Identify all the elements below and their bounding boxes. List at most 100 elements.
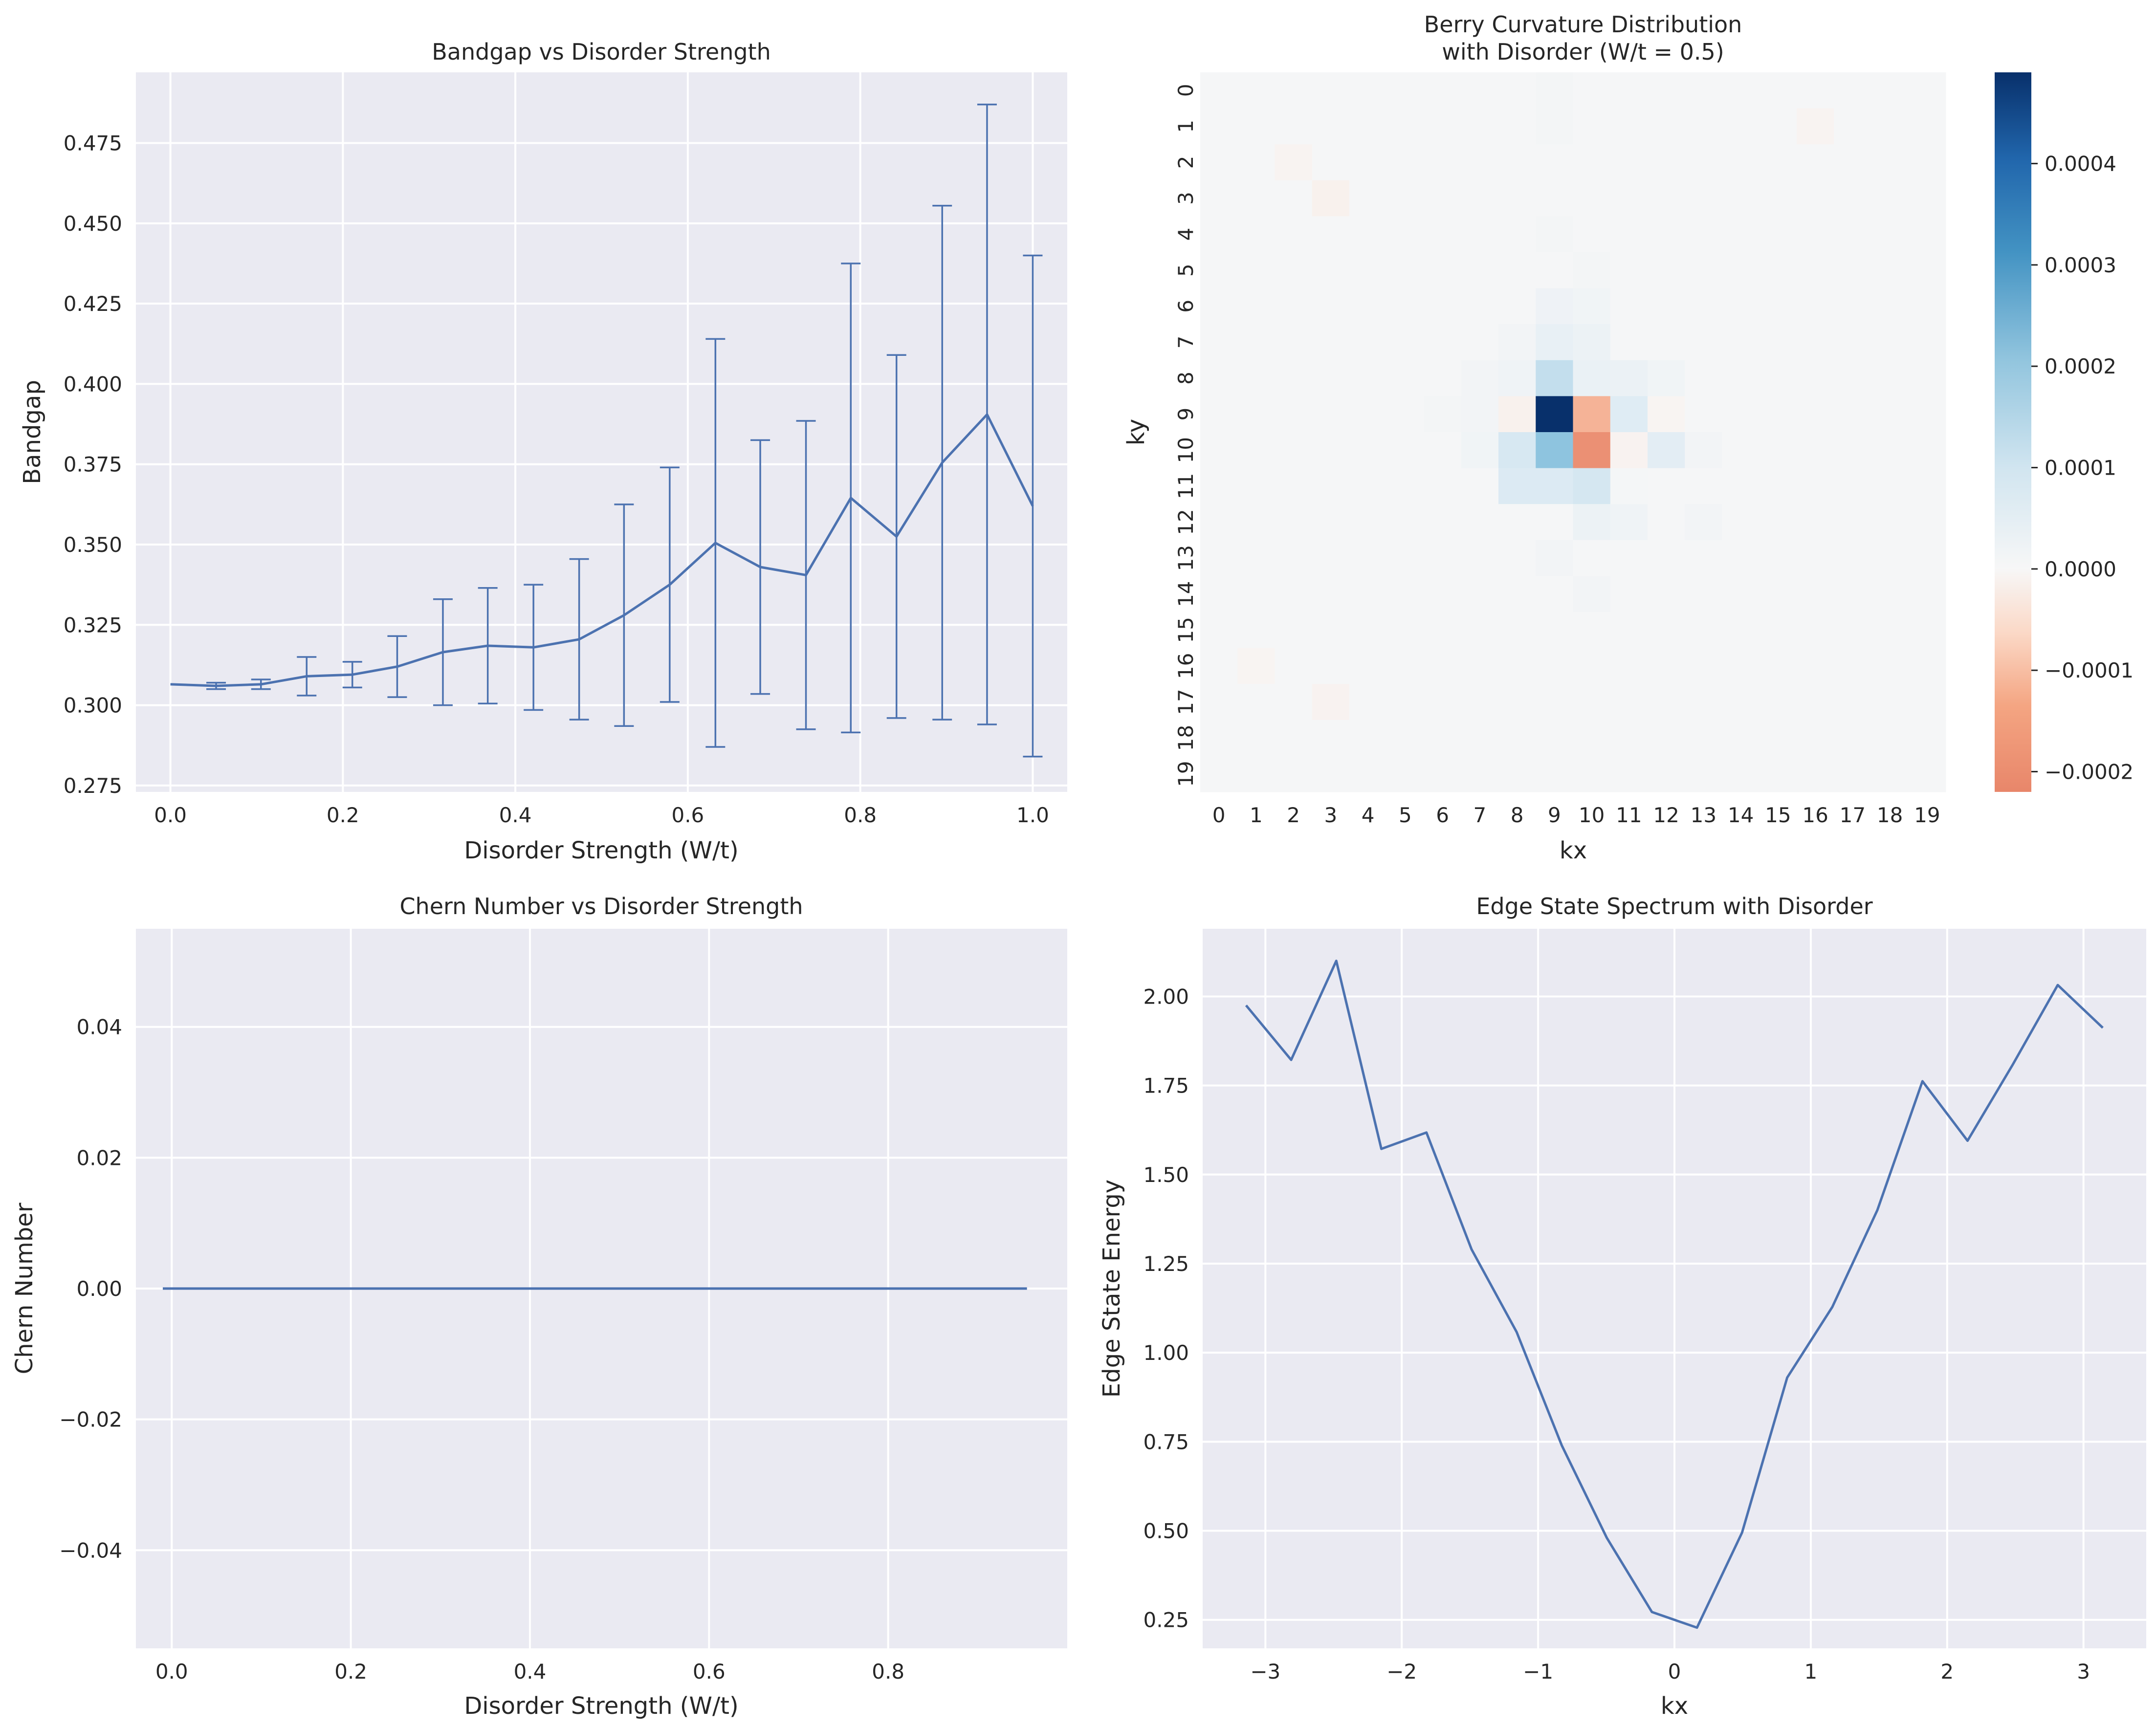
berry-heatmap-cell <box>1610 144 1648 181</box>
berry-heatmap-cell <box>1722 684 1760 721</box>
berry-heatmap-cell <box>1834 324 1872 361</box>
berry-heatmap-cell <box>1648 324 1685 361</box>
berry-heatmap-cell <box>1685 648 1723 684</box>
berry-heatmap-cell <box>1871 468 1909 504</box>
berry-heatmap-cell <box>1237 540 1276 576</box>
berry-heatmap-cell <box>1536 432 1574 469</box>
berry-heatmap-cell <box>1237 756 1276 792</box>
chern-y-tick-label: −0.02 <box>59 1408 122 1432</box>
berry-heatmap-cell <box>1312 396 1350 433</box>
berry-heatmap-cell <box>1386 72 1425 109</box>
berry-heatmap-cell <box>1573 720 1611 756</box>
berry-panel: 0 1 2 3 4 5 6 7 8 9 10 11 12 13 14 15 16 17 18 190123456789… <box>1122 11 2134 864</box>
berry-y-tick-label: 14 <box>1174 581 1198 607</box>
berry-heatmap-cell <box>1871 432 1909 469</box>
berry-heatmap-cell <box>1722 432 1760 469</box>
berry-x-tick-label: 15 <box>1765 803 1791 827</box>
berry-heatmap-cell <box>1759 396 1797 433</box>
berry-heatmap-cell <box>1834 540 1872 576</box>
berry-heatmap-cell <box>1237 324 1276 361</box>
berry-heatmap-cell <box>1237 504 1276 541</box>
berry-heatmap-cell <box>1685 684 1723 721</box>
berry-heatmap-cell <box>1536 180 1574 217</box>
berry-heatmap-cell <box>1610 72 1648 109</box>
berry-heatmap-cell <box>1573 540 1611 576</box>
berry-heatmap-cell <box>1685 468 1723 504</box>
berry-heatmap-cell <box>1573 612 1611 649</box>
berry-heatmap-cell <box>1648 288 1685 325</box>
berry-heatmap-cell <box>1573 180 1611 217</box>
berry-heatmap-cell <box>1461 468 1499 504</box>
berry-heatmap-cell <box>1797 252 1834 289</box>
berry-heatmap-cell <box>1386 756 1425 792</box>
berry-heatmap-cell <box>1386 432 1425 469</box>
berry-heatmap-cell <box>1573 684 1611 721</box>
berry-heatmap-cell <box>1610 756 1648 792</box>
berry-heatmap-cell <box>1386 540 1425 576</box>
berry-heatmap-cell <box>1759 252 1797 289</box>
berry-heatmap-cell <box>1797 684 1834 721</box>
berry-heatmap-cell <box>1834 432 1872 469</box>
edge-x-axis-label: kx <box>1661 1692 1688 1720</box>
edge-panel: −3 −2 −1 0 1 2 3 0.25 0.50 0.75 1.00 1.25 1.50 1.75 2.… <box>1098 893 2146 1720</box>
berry-x-tick-label: 13 <box>1691 803 1716 827</box>
berry-heatmap-cell <box>1908 612 1946 649</box>
berry-heatmap-cell <box>1424 468 1462 504</box>
berry-y-tick-label: 19 <box>1174 761 1198 787</box>
berry-heatmap-cell <box>1275 72 1313 109</box>
berry-heatmap-cell <box>1200 72 1238 109</box>
berry-heatmap-cell <box>1797 540 1834 576</box>
berry-heatmap-cell <box>1685 432 1723 469</box>
berry-heatmap-cell <box>1312 432 1350 469</box>
berry-heatmap-cell <box>1759 684 1797 721</box>
berry-heatmap-cell <box>1536 360 1574 396</box>
berry-heatmap-cell <box>1349 360 1387 396</box>
berry-heatmap-cell <box>1275 360 1313 396</box>
berry-heatmap-cell <box>1648 252 1685 289</box>
edge-y-tick-label: 0.75 <box>1143 1430 1189 1454</box>
berry-y-tick-label: 5 <box>1174 263 1198 277</box>
berry-heatmap-cell <box>1908 252 1946 289</box>
berry-heatmap-cell <box>1722 324 1760 361</box>
berry-heatmap-cell <box>1386 144 1425 181</box>
edge-x-tick-label: 2 <box>1940 1660 1954 1684</box>
berry-heatmap-cell <box>1200 504 1238 541</box>
berry-heatmap-cell <box>1871 216 1909 253</box>
berry-heatmap-cell <box>1834 756 1872 792</box>
berry-heatmap-cell <box>1237 72 1276 109</box>
bandgap-y-tick-label: 0.450 <box>64 212 122 236</box>
berry-heatmap-cell <box>1312 216 1350 253</box>
berry-heatmap-cell <box>1722 576 1760 612</box>
berry-heatmap-cell <box>1759 720 1797 756</box>
berry-heatmap-cell <box>1424 180 1462 217</box>
berry-heatmap-cell <box>1461 684 1499 721</box>
berry-heatmap-cell <box>1722 108 1760 145</box>
berry-heatmap-cell <box>1834 144 1872 181</box>
berry-heatmap-cell <box>1871 648 1909 684</box>
berry-heatmap-cell <box>1498 648 1536 684</box>
berry-heatmap-cell <box>1759 360 1797 396</box>
bandgap-x-tick-label: 0.0 <box>154 803 187 827</box>
edge-x-tick-label: 1 <box>1804 1660 1818 1684</box>
berry-heatmap-cell <box>1536 144 1574 181</box>
berry-heatmap-cell <box>1871 612 1909 649</box>
berry-heatmap-cell <box>1498 144 1536 181</box>
berry-heatmap-cell <box>1237 180 1276 217</box>
berry-heatmap-cell <box>1498 72 1536 109</box>
berry-heatmap-cell <box>1908 432 1946 469</box>
berry-heatmap-cell <box>1312 756 1350 792</box>
berry-heatmap-cell <box>1685 612 1723 649</box>
berry-heatmap-cell <box>1797 216 1834 253</box>
berry-heatmap-cell <box>1648 144 1685 181</box>
berry-y-tick-label: 12 <box>1174 509 1198 535</box>
berry-heatmap-cell <box>1610 648 1648 684</box>
berry-heatmap-cell <box>1424 360 1462 396</box>
berry-heatmap-cell <box>1908 720 1946 756</box>
berry-heatmap-cell <box>1386 468 1425 504</box>
berry-heatmap-cell <box>1536 288 1574 325</box>
berry-heatmap-cell <box>1461 360 1499 396</box>
berry-heatmap-cell <box>1573 324 1611 361</box>
berry-heatmap-cell <box>1685 720 1723 756</box>
berry-heatmap-cell <box>1312 684 1350 721</box>
berry-heatmap-cell <box>1312 468 1350 504</box>
